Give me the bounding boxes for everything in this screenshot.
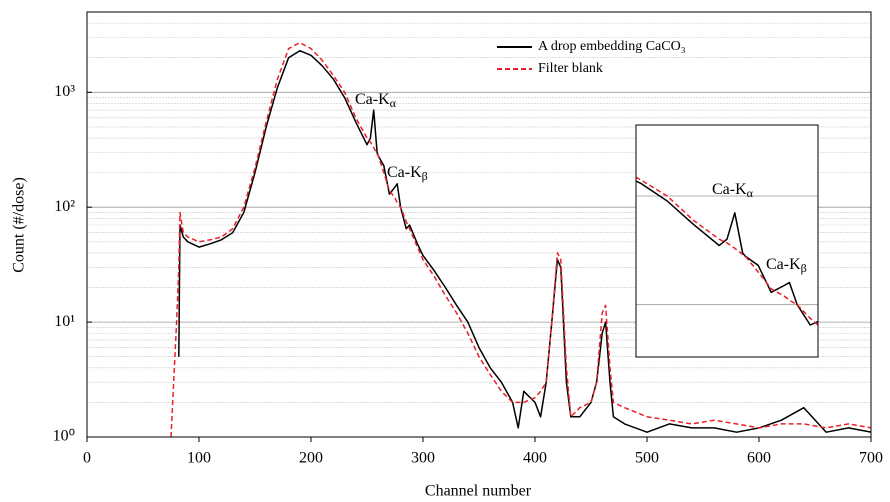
annotation: Ca-Kα [355,91,397,110]
y-axis-label: Count (#/dose) [11,177,28,273]
legend-label: Filter blank [538,61,603,76]
x-tick-label: 0 [83,450,91,467]
y-tick-label: 10¹ [54,313,75,330]
series-group [170,41,871,437]
x-tick-label: 200 [299,450,323,467]
legend-label: A drop embedding CaCO₃ [538,39,686,54]
x-tick-label: 100 [187,450,211,467]
annotation-sub: α [390,96,397,110]
plot-frame [86,11,872,438]
series-line [178,49,871,433]
series-line [170,41,871,437]
annotation-text: Ca-K [712,181,747,198]
y-tick-label: 10³ [54,83,75,100]
x-tick-label: 500 [635,450,659,467]
annotation: Ca-Kβ [387,164,428,183]
y-tick-label: 10² [54,198,75,215]
y-tick-label: 10⁰ [53,428,75,445]
annotation-text: Ca-K [355,91,390,108]
annotation: Ca-Kα [712,181,754,200]
annotation-text: Ca-K [766,256,801,273]
inset-frame [635,124,819,358]
annotation-text: Ca-K [387,164,422,181]
inset-background [636,125,818,357]
annotation-sub: β [801,261,807,275]
annotation-sub: β [422,169,428,183]
x-tick-label: 700 [859,450,883,467]
annotation-sub: α [747,186,754,200]
x-tick-label: 600 [747,450,771,467]
x-axis-label: Channel number [425,483,532,500]
annotation: Ca-Kβ [766,256,807,275]
x-tick-label: 400 [523,450,547,467]
x-tick-label: 300 [411,450,435,467]
